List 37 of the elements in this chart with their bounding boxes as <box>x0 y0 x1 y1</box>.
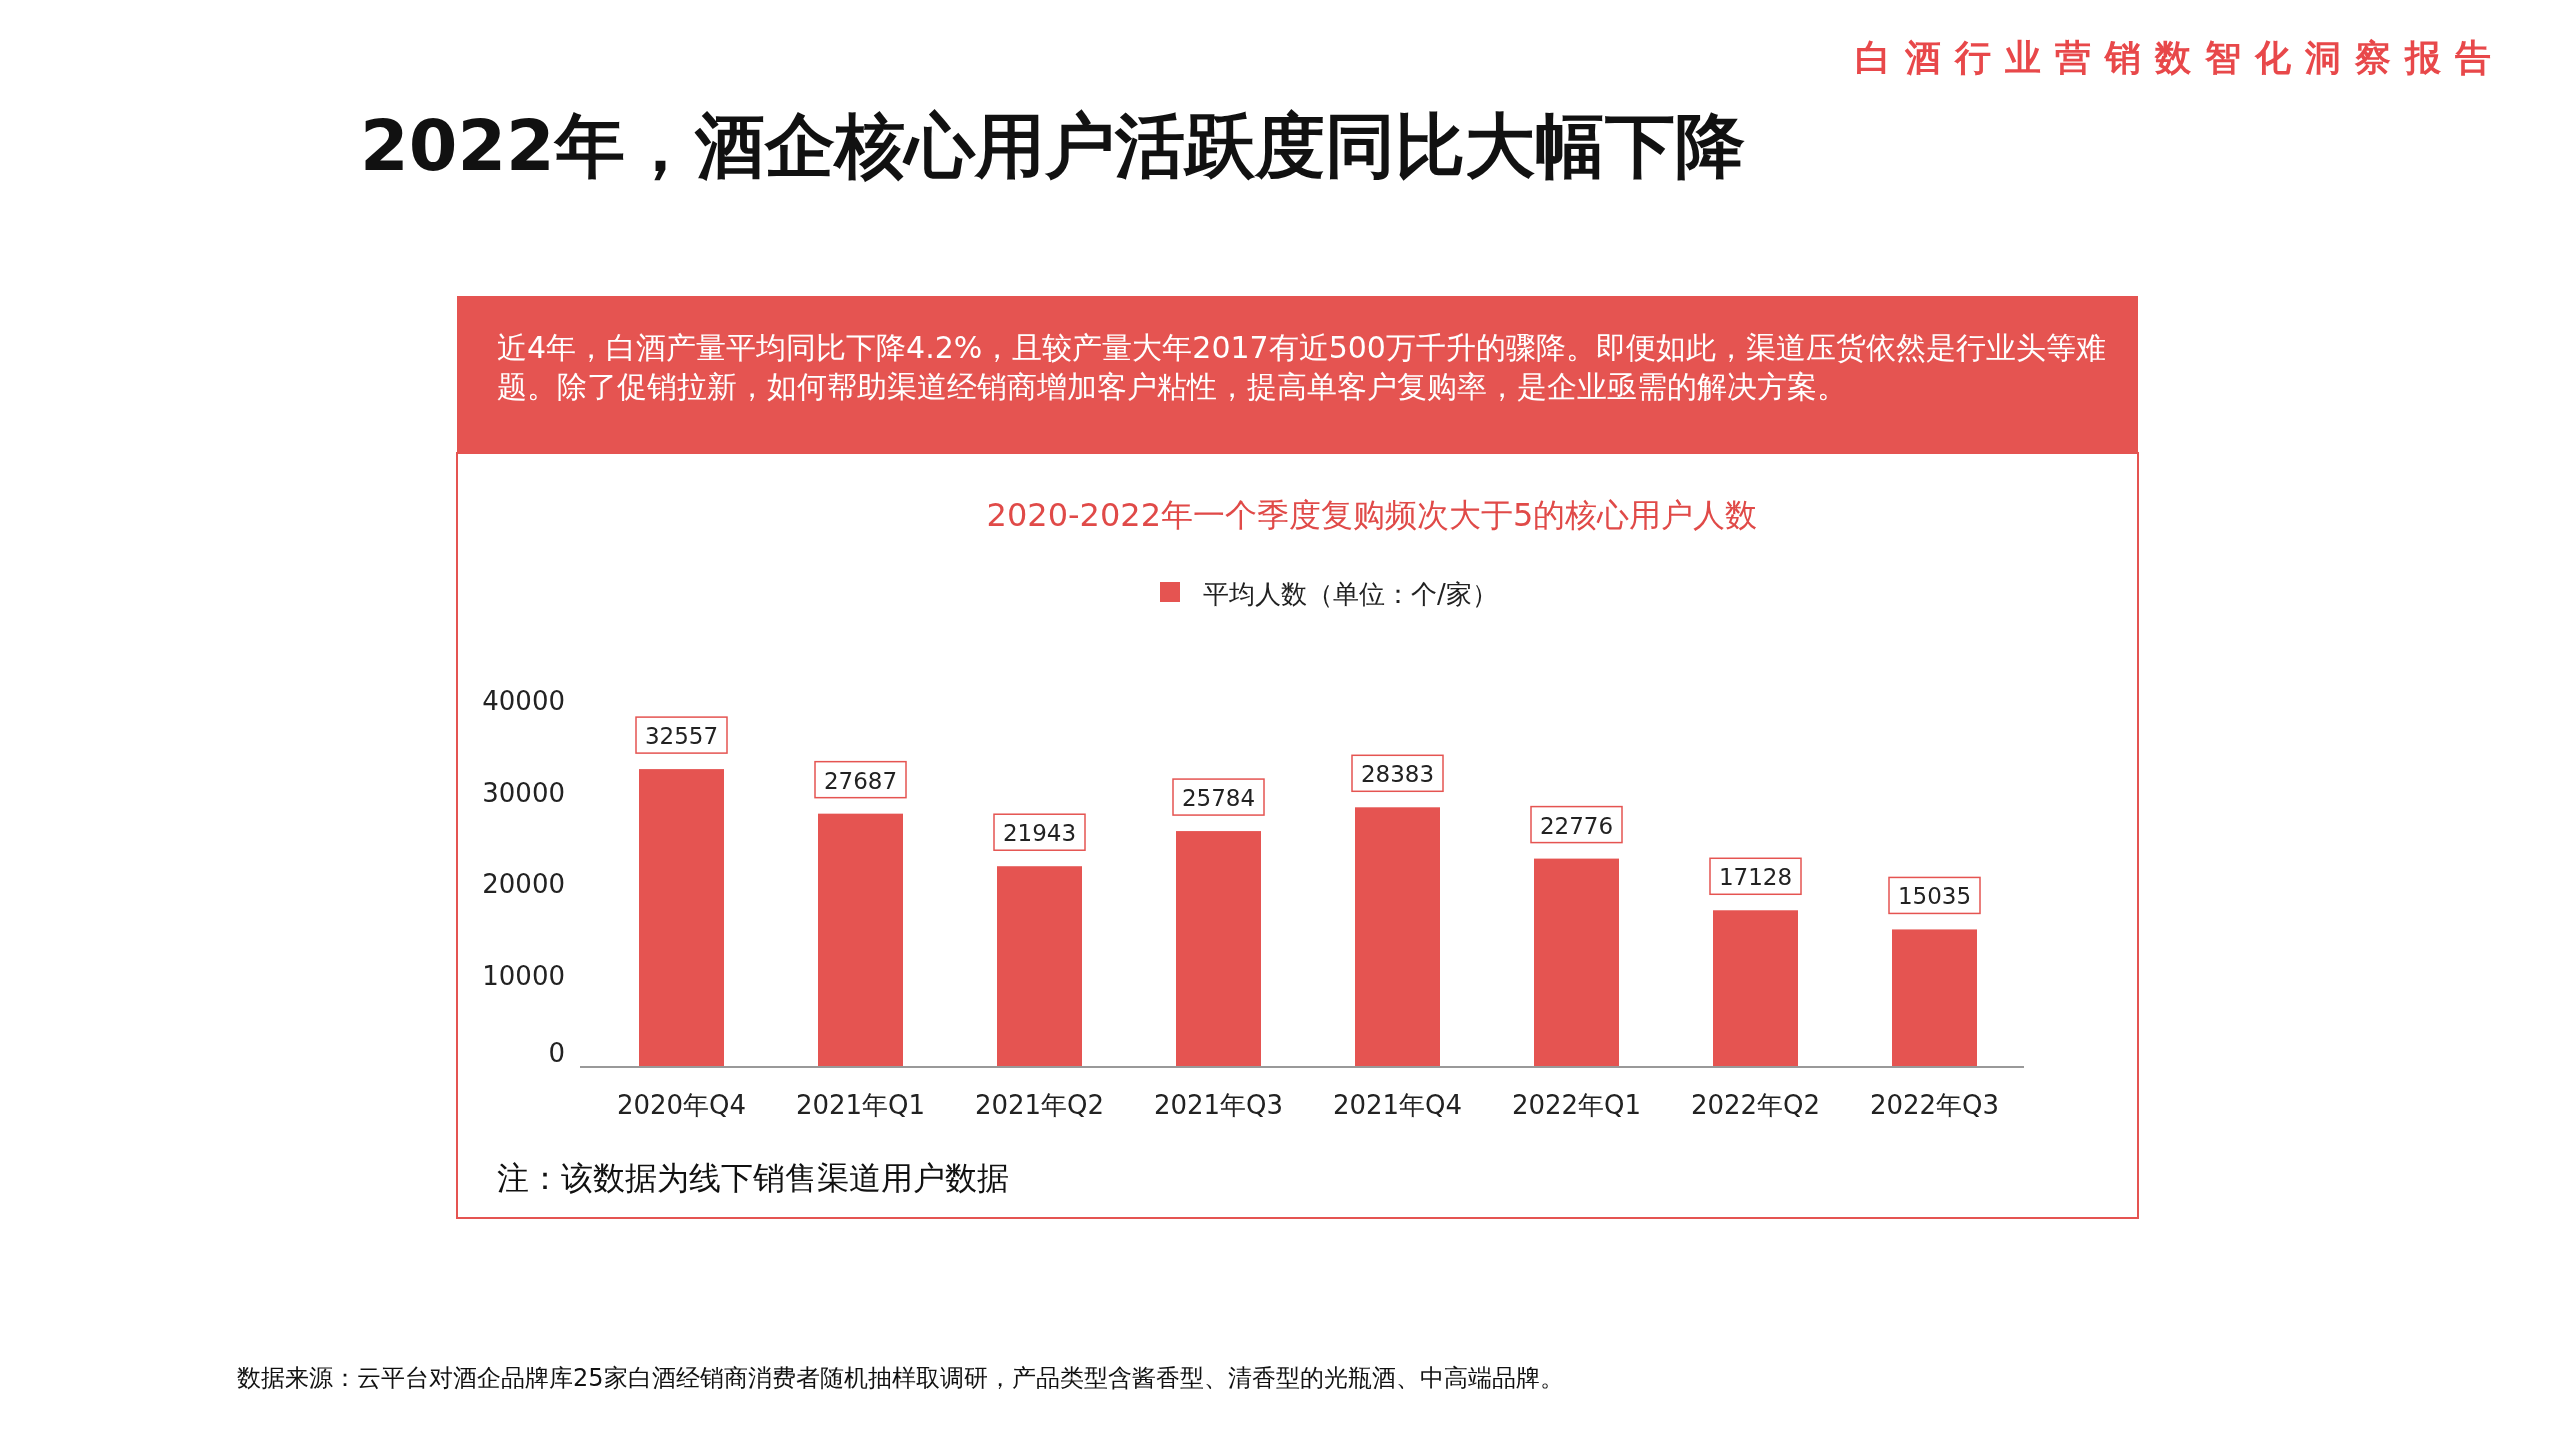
bar <box>997 866 1082 1067</box>
x-tick-label: 2022年Q2 <box>1690 1090 1821 1120</box>
data-label: 15035 <box>1897 883 1972 910</box>
chart-title: 2022年，酒企核心用户活跃度同比大幅下降 <box>360 105 1745 187</box>
bar <box>818 813 903 1067</box>
x-tick-label: 2022年Q3 <box>1869 1090 2000 1120</box>
y-tick-label: 30000 <box>482 777 565 808</box>
y-tick-label: 0 <box>548 1038 565 1068</box>
bar <box>1713 910 1798 1067</box>
x-tick-label: 2021年Q2 <box>974 1090 1105 1120</box>
chart-subtitle: 2020-2022年一个季度复购频次大于5的核心用户人数 <box>986 496 1758 534</box>
y-tick-label: 20000 <box>482 869 565 899</box>
text: 注：该数据为线下销售渠道用户数据 <box>497 1159 1009 1197</box>
data-label: 27687 <box>823 767 898 794</box>
x-tick-label: 2021年Q1 <box>795 1090 926 1120</box>
bar <box>1176 831 1261 1067</box>
text: 白酒行业营销数智化洞察报告 <box>1855 37 2505 78</box>
source-note: 数据来源：云平台对酒企品牌库25家白酒经销商消费者随机抽样取调研，产品类型含酱香型、清香型的光瓶酒、中高端品牌。 <box>237 1364 1564 1392</box>
bar <box>639 769 724 1067</box>
x-tick-label: 2022年Q1 <box>1511 1090 1642 1120</box>
data-label: 32557 <box>644 723 719 750</box>
data-label: 28383 <box>1360 761 1435 788</box>
x-tick-label: 2021年Q4 <box>1332 1090 1463 1120</box>
y-tick-label: 10000 <box>482 960 565 991</box>
bar <box>1534 858 1619 1067</box>
y-tick-label: 40000 <box>482 686 565 716</box>
data-label: 22776 <box>1539 812 1614 839</box>
legend-label: 平均人数（单位：个/家） <box>1203 579 1498 609</box>
data-label: 25784 <box>1181 785 1256 812</box>
平均人数（单位：个/家）: 32557 27687 21943 25784 28383 22776 17128 15035 <box>635 716 1981 1067</box>
data-label: 21943 <box>1002 820 1077 847</box>
x-tick-label: 2021年Q3 <box>1153 1090 1284 1120</box>
data-label: 17128 <box>1718 864 1793 891</box>
bar <box>1355 807 1440 1067</box>
text: 近4年，白酒产量平均同比下降4.2%，且较产量大年2017有近500万千升的骤降。即便如此，渠道压货依然是行业头等难题。除了促销拉新，如何帮助渠道经销商增加客户粘性，提高单客户复购率，是企业亟需的解决方案。 <box>497 329 2107 406</box>
bar <box>1892 929 1977 1067</box>
x-tick-label: 2020年Q4 <box>616 1090 747 1120</box>
